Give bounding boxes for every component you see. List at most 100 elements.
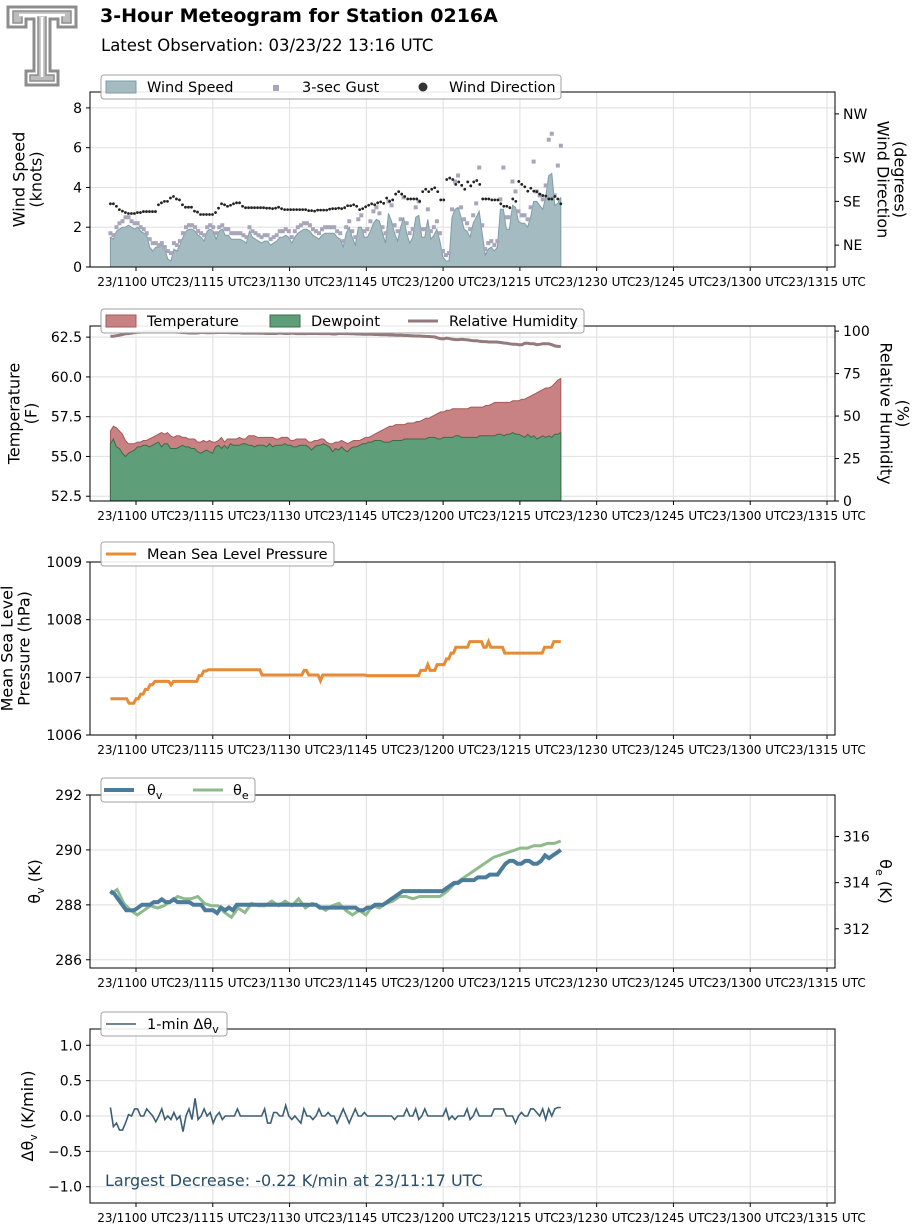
direction-marker — [520, 182, 524, 186]
direction-marker — [307, 209, 310, 213]
legend-label: Wind Speed — [147, 80, 234, 96]
direction-marker — [493, 198, 497, 202]
gust-marker — [395, 229, 400, 234]
direction-marker — [358, 208, 362, 212]
gust-marker — [365, 227, 370, 232]
direction-marker — [355, 204, 359, 208]
gust-marker — [223, 227, 228, 232]
dewpoint-area — [109, 431, 562, 502]
y-tick-label: 1007 — [46, 670, 82, 686]
x-tick-label: 23/1315 UTC — [788, 509, 865, 523]
gust-marker — [123, 215, 128, 220]
direction-marker — [553, 195, 557, 198]
gust-marker — [347, 219, 352, 224]
direction-marker — [292, 208, 295, 212]
gust-marker — [498, 197, 503, 202]
direction-marker — [547, 197, 551, 201]
legend-label: θe — [233, 783, 249, 802]
gust-marker — [522, 213, 527, 218]
direction-marker — [289, 208, 292, 212]
gust-marker — [468, 227, 473, 232]
gust-marker — [190, 223, 195, 228]
gust-marker — [459, 205, 464, 210]
university-logo-icon — [6, 5, 78, 87]
direction-marker — [145, 210, 148, 213]
direction-marker — [130, 212, 133, 215]
gust-marker — [555, 163, 560, 168]
direction-marker — [277, 205, 280, 209]
direction-marker — [469, 184, 473, 188]
axis-label: Wind Direction — [874, 121, 893, 239]
direction-marker — [208, 213, 211, 216]
gust-marker — [238, 231, 243, 236]
direction-marker — [250, 206, 253, 210]
gust-marker — [492, 243, 497, 248]
direction-marker — [127, 212, 130, 215]
y-tick-label: 57.5 — [51, 410, 82, 426]
direction-marker — [508, 206, 512, 210]
y2-tick-label: NE — [843, 238, 862, 254]
pressure-line — [110, 637, 561, 705]
legend-label: Dewpoint — [311, 314, 380, 330]
x-tick-label: 23/1315 UTC — [788, 743, 865, 757]
direction-marker — [229, 203, 232, 207]
direction-marker — [265, 206, 268, 210]
direction-marker — [544, 194, 548, 198]
x-tick-label: 23/1115 UTC — [174, 275, 251, 289]
x-tick-label: 23/1315 UTC — [788, 976, 865, 990]
gust-marker — [111, 233, 116, 238]
y2-tick-label: 314 — [843, 876, 870, 892]
axis-label: (degrees) — [891, 141, 910, 218]
gust-marker — [307, 223, 312, 228]
direction-marker — [160, 201, 163, 205]
legend — [100, 1011, 228, 1037]
axis-label: Temperature — [5, 363, 24, 465]
gust-marker — [180, 231, 185, 236]
y2-tick-label: SE — [843, 194, 861, 210]
direction-marker — [526, 189, 530, 193]
direction-marker — [202, 213, 205, 216]
gust-marker — [323, 225, 328, 230]
direction-marker — [514, 199, 518, 203]
direction-marker — [244, 206, 247, 210]
direction-marker — [382, 201, 386, 205]
direction-marker — [322, 208, 326, 212]
gust-marker — [368, 219, 373, 224]
x-tick-label: 23/1315 UTC — [788, 275, 865, 289]
gust-marker — [214, 231, 219, 236]
delta-theta-line — [109, 1098, 561, 1132]
direction-marker — [442, 198, 446, 202]
chart-theta: 23/1100 UTC 23/1115 UTC 23/1130 UTC 23/1145… — [25, 777, 895, 990]
gust-marker — [271, 235, 276, 240]
legend — [100, 541, 335, 567]
direction-marker — [214, 211, 217, 214]
gust-marker — [196, 229, 201, 234]
gust-marker — [404, 221, 409, 226]
direction-marker — [391, 198, 395, 202]
direction-marker — [169, 196, 172, 200]
direction-marker — [556, 197, 560, 201]
direction-marker — [271, 207, 274, 211]
y-tick-label: −1.0 — [48, 1180, 82, 1196]
x-tick-label: 23/1215 UTC — [481, 509, 558, 523]
gust-marker — [313, 229, 318, 234]
direction-marker — [256, 206, 259, 210]
axis-label: Mean Sea Level — [0, 586, 17, 712]
x-tick-label: 23/1130 UTC — [251, 509, 328, 523]
x-tick-label: 23/1200 UTC — [404, 743, 481, 757]
gust-marker — [244, 235, 249, 240]
direction-marker — [232, 202, 235, 206]
direction-marker — [295, 208, 298, 212]
direction-marker — [184, 205, 187, 209]
axis-label: θe (K) — [873, 859, 895, 904]
chart-temperature: 23/1100 UTC 23/1115 UTC 23/1130 UTC 23/1145… — [5, 308, 913, 523]
direction-marker — [529, 186, 533, 190]
direction-marker — [349, 204, 353, 208]
y-tick-label: 60.0 — [51, 370, 82, 386]
gust-marker — [422, 227, 427, 232]
y-tick-label: 6 — [73, 141, 82, 157]
gust-marker — [117, 221, 122, 226]
gust-marker — [413, 205, 418, 210]
gust-marker — [531, 159, 536, 164]
gust-marker — [450, 207, 455, 212]
